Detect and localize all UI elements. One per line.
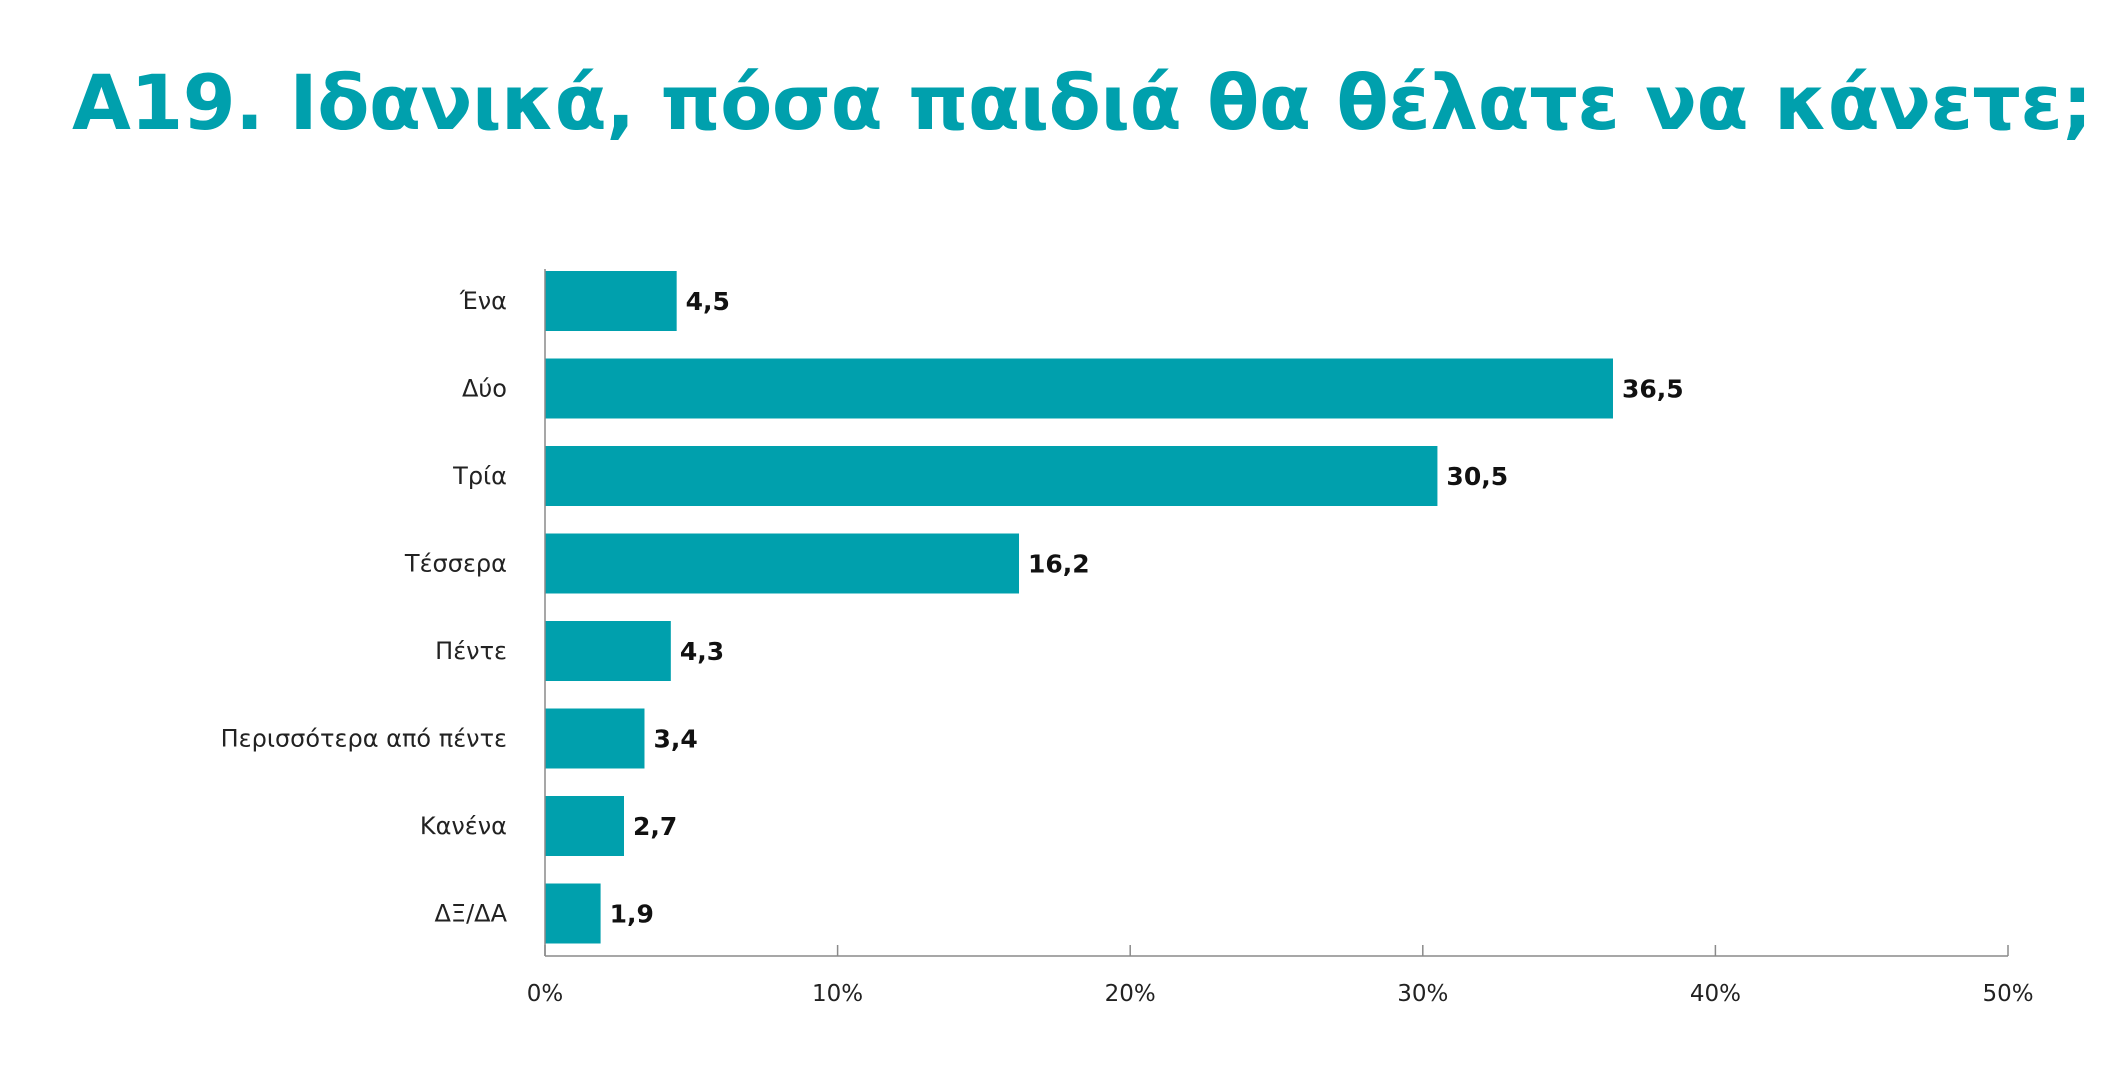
category-label-5: Πέντε [435,637,507,665]
category-label-8: ΔΞ/ΔΑ [434,900,507,928]
value-label-6: 3,4 [653,725,697,754]
category-label-7: Κανένα [420,812,507,840]
value-label-4: 16,2 [1028,550,1090,579]
bar-7 [545,796,625,856]
chart-title: Α19. Ιδανικά, πόσα παιδιά θα θέλατε να κ… [72,58,2093,147]
bar-3 [545,446,1438,506]
value-label-1: 4,5 [686,287,730,316]
value-label-8: 1,9 [610,900,654,929]
x-tick-label-6: 50% [1982,981,2033,1007]
x-tick-label-3: 20% [1105,981,1156,1007]
labels-layer: Ένα 4,5 Δύο 36,5 Τρία 30,5 Τέσσερα 16,2 Πέντε 4,3… [221,287,1684,929]
category-label-3: Τρία [452,462,507,490]
x-tick-label-4: 30% [1397,981,1448,1007]
bar-5 [545,621,671,681]
bar-1 [545,271,677,331]
bars-layer [545,271,1613,944]
x-tick-label-2: 10% [812,981,863,1007]
bar-8 [545,883,601,944]
category-label-1: Ένα [459,287,507,315]
x-axis: 0% 10% 20% 30% 40% 50% [527,269,2034,1007]
value-label-2: 36,5 [1622,375,1684,404]
value-label-5: 4,3 [680,637,724,666]
bar-6 [545,708,645,769]
value-label-7: 2,7 [633,812,677,841]
category-label-6: Περισσότερα από πέντε [221,725,507,753]
bar-2 [545,358,1613,419]
x-tick-label-5: 40% [1690,981,1741,1007]
x-tick-label-1: 0% [527,981,564,1007]
value-label-3: 30,5 [1446,462,1508,491]
bar-4 [545,533,1020,594]
category-label-2: Δύο [462,375,507,403]
category-label-4: Τέσσερα [404,550,507,578]
